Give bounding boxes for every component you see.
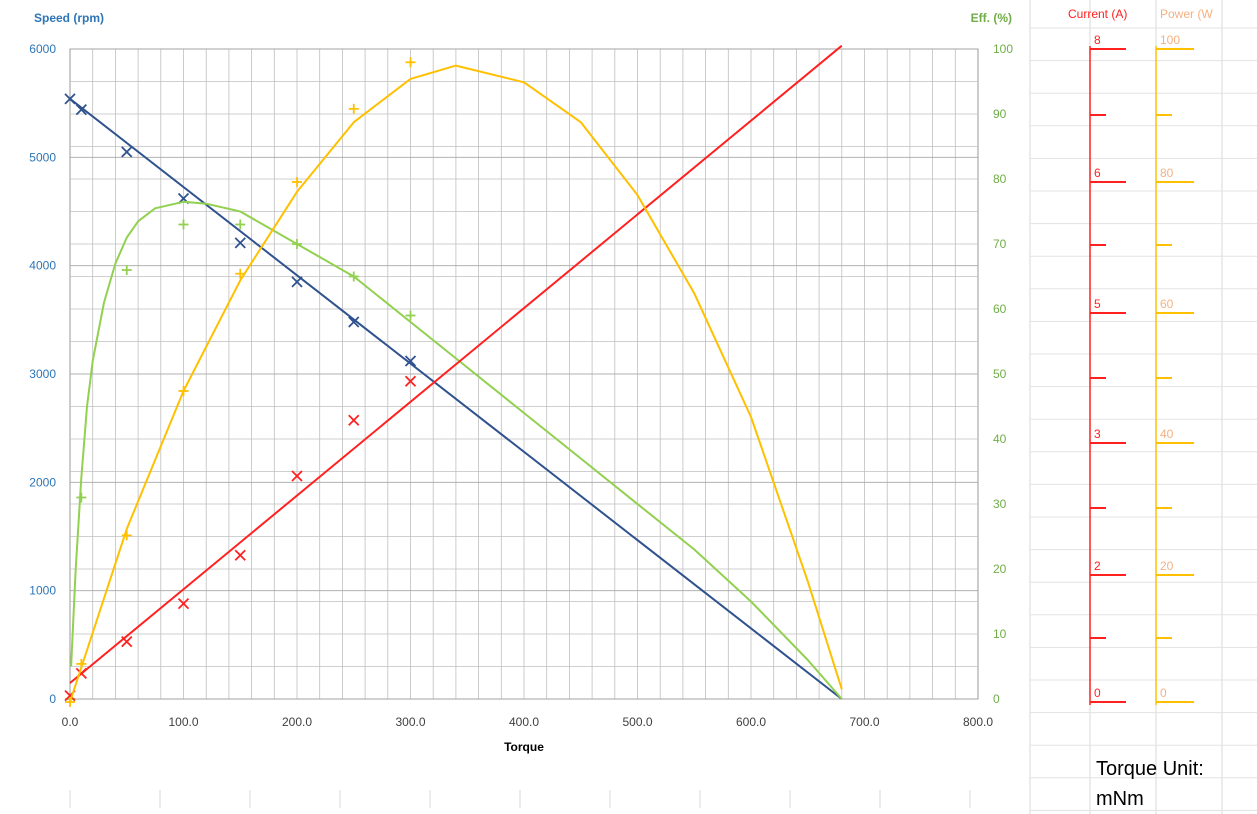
data-point <box>121 530 132 541</box>
data-point <box>178 386 189 396</box>
data-point <box>348 316 360 328</box>
left-tick-label: 4000 <box>29 259 56 273</box>
x-tick-label: 700.0 <box>849 715 879 729</box>
left-tick-label: 6000 <box>29 42 56 56</box>
data-point <box>405 310 416 321</box>
data-point <box>348 103 359 114</box>
data-point <box>234 237 246 249</box>
data-point <box>75 104 87 116</box>
right-tick-label: 20 <box>993 562 1007 576</box>
x-tick-label: 800.0 <box>963 715 993 729</box>
data-point <box>292 177 302 187</box>
data-point <box>348 271 359 282</box>
x-tick-label: 600.0 <box>736 715 766 729</box>
current-tick-label: 5 <box>1094 297 1101 311</box>
data-point <box>234 549 246 561</box>
torque-unit-value: mNm <box>1096 788 1144 810</box>
series-line <box>70 200 843 700</box>
current-tick-label: 6 <box>1094 166 1101 180</box>
right-tick-label: 30 <box>993 497 1007 511</box>
data-point <box>235 219 246 230</box>
right-tick-label: 0 <box>993 692 1000 706</box>
power-tick-label: 100 <box>1160 33 1180 47</box>
right-axis-title: Eff. (%) <box>971 11 1012 25</box>
power-tick-label: 40 <box>1160 427 1174 441</box>
right-tick-label: 100 <box>993 42 1013 56</box>
right-tick-label: 70 <box>993 237 1007 251</box>
data-point <box>291 470 303 482</box>
data-point <box>76 492 87 503</box>
data-point <box>291 276 303 288</box>
data-point <box>235 268 246 279</box>
right-tick-label: 80 <box>993 172 1007 186</box>
right-tick-label: 90 <box>993 107 1007 121</box>
current-tick-label: 8 <box>1094 33 1101 47</box>
power-tick-label: 0 <box>1160 686 1167 700</box>
left-tick-label: 5000 <box>29 150 56 164</box>
left-tick-label: 0 <box>49 692 56 706</box>
power-tick-label: 20 <box>1160 559 1174 573</box>
data-point <box>121 146 133 158</box>
data-point <box>404 375 417 387</box>
data-point <box>76 658 87 669</box>
x-tick-label: 300.0 <box>395 715 425 729</box>
x-tick-label: 500.0 <box>622 715 652 729</box>
power-tick-label: 60 <box>1160 297 1174 311</box>
right-tick-label: 50 <box>993 367 1007 381</box>
current-tick-label: 0 <box>1094 686 1101 700</box>
series-line <box>69 64 843 703</box>
left-axis-title: Speed (rpm) <box>34 11 104 25</box>
left-tick-label: 3000 <box>29 367 56 381</box>
x-tick-label: 200.0 <box>282 715 312 729</box>
torque-unit-label: Torque Unit: <box>1096 758 1204 780</box>
power-axis-title: Power (W <box>1160 7 1213 21</box>
data-point <box>404 355 417 367</box>
x-tick-label: 100.0 <box>168 715 198 729</box>
current-tick-label: 2 <box>1094 559 1101 573</box>
series-line <box>69 98 843 700</box>
data-point <box>121 265 132 275</box>
x-axis-title: Torque <box>504 740 544 754</box>
x-tick-label: 400.0 <box>509 715 539 729</box>
x-tick-label: 0.0 <box>62 715 79 729</box>
left-tick-label: 2000 <box>29 475 56 489</box>
data-point <box>348 414 360 426</box>
series-line <box>69 44 843 684</box>
data-point <box>177 597 190 610</box>
data-point <box>65 697 75 707</box>
right-tick-label: 10 <box>993 627 1007 641</box>
left-tick-label: 1000 <box>29 584 56 598</box>
right-tick-label: 60 <box>993 302 1007 316</box>
data-point <box>64 93 76 105</box>
current-tick-label: 3 <box>1094 427 1101 441</box>
data-point <box>178 219 189 230</box>
power-tick-label: 80 <box>1160 166 1174 180</box>
data-point <box>121 636 133 648</box>
data-point <box>405 57 416 68</box>
current-axis-title: Current (A) <box>1068 7 1127 21</box>
data-point <box>292 239 302 249</box>
right-tick-label: 40 <box>993 432 1007 446</box>
